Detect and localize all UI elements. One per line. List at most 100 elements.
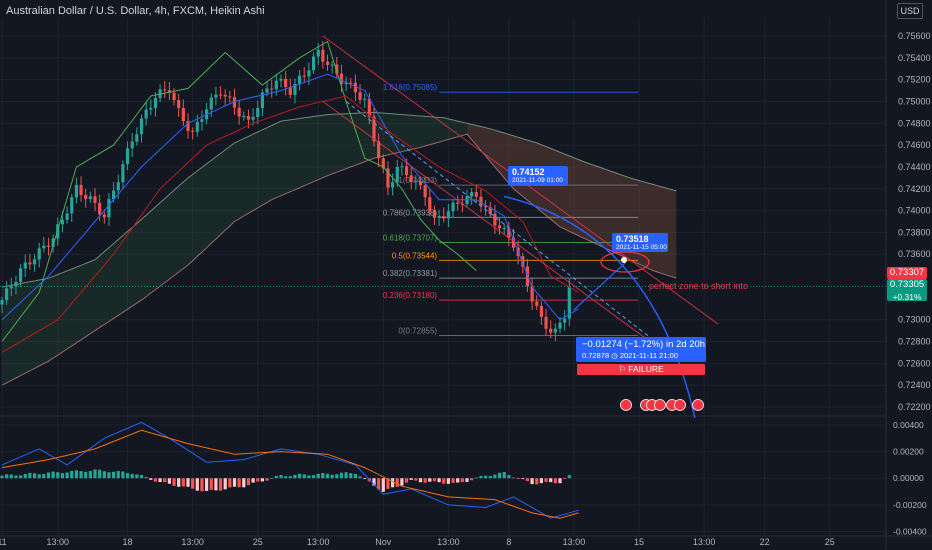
macd-histogram-110 bbox=[511, 477, 516, 479]
macd-histogram-104 bbox=[484, 475, 488, 479]
short-zone-circle bbox=[600, 251, 650, 273]
candle-22 bbox=[102, 214, 106, 218]
candle-89 bbox=[414, 181, 418, 183]
candle-30 bbox=[139, 118, 144, 135]
high-price: 0.74152 bbox=[512, 167, 545, 177]
candle-14 bbox=[65, 213, 69, 220]
macd-histogram-92 bbox=[428, 478, 432, 482]
candle-5 bbox=[23, 262, 27, 269]
candle-24 bbox=[112, 190, 116, 200]
macd-histogram-89 bbox=[414, 478, 418, 481]
candle-0 bbox=[0, 300, 4, 305]
macd-histogram-75 bbox=[349, 473, 353, 479]
candle-17 bbox=[79, 184, 83, 195]
candle-81 bbox=[377, 141, 381, 159]
candle-120 bbox=[558, 322, 562, 329]
macd-histogram-30 bbox=[139, 474, 144, 479]
candle-57 bbox=[265, 88, 269, 93]
macd-histogram-0 bbox=[0, 475, 4, 479]
price-tag-current: 0.73305 +0.31% bbox=[887, 279, 927, 302]
candle-51 bbox=[237, 107, 241, 117]
macd-histogram-43 bbox=[200, 478, 204, 492]
candle-28 bbox=[130, 141, 134, 149]
candle-53 bbox=[246, 116, 251, 120]
candle-71 bbox=[330, 64, 334, 66]
candle-72 bbox=[335, 64, 339, 74]
time-tick-4: 25 bbox=[253, 537, 263, 547]
macd-tick-2: 0.00000 bbox=[893, 473, 924, 483]
candle-54 bbox=[251, 116, 255, 120]
macd-histogram-38 bbox=[177, 478, 181, 487]
macd-histogram-102 bbox=[474, 477, 478, 479]
macd-histogram-34 bbox=[158, 478, 162, 483]
candle-1 bbox=[5, 288, 9, 301]
candle-77 bbox=[358, 92, 362, 100]
candle-45 bbox=[209, 97, 213, 110]
macd-histogram-25 bbox=[116, 470, 120, 479]
macd-histogram-68 bbox=[316, 473, 320, 479]
macd-histogram-54 bbox=[251, 478, 255, 483]
macd-histogram-58 bbox=[270, 478, 274, 480]
macd-histogram-14 bbox=[65, 472, 69, 479]
macd-histogram-10 bbox=[46, 472, 51, 479]
candle-36 bbox=[167, 90, 171, 93]
candle-25 bbox=[116, 182, 120, 191]
macd-histogram-95 bbox=[442, 478, 446, 484]
macd-histogram-15 bbox=[70, 470, 74, 479]
measure-box[interactable]: −0.01274 (−1.72%) in 2d 20h 0.72878 ◷ 20… bbox=[576, 337, 706, 362]
price-tag-last: 0.73307 bbox=[887, 267, 927, 279]
fib-label-3: 0.618(0.73707) bbox=[383, 234, 438, 243]
price-tick-7: 0.74200 bbox=[898, 184, 931, 194]
target-price-label[interactable]: 0.73518 2021-11-15 05:00 bbox=[612, 233, 668, 252]
high-price-label[interactable]: 0.74152 2021-11-09 01:00 bbox=[508, 166, 568, 186]
price-tick-9: 0.73800 bbox=[898, 227, 931, 237]
macd-histogram-9 bbox=[42, 473, 46, 479]
candle-47 bbox=[218, 94, 223, 96]
macd-histogram-64 bbox=[298, 473, 302, 479]
candle-90 bbox=[418, 181, 423, 186]
candle-97 bbox=[451, 202, 455, 212]
candle-68 bbox=[316, 49, 320, 57]
macd-histogram-48 bbox=[223, 478, 227, 490]
macd-histogram-44 bbox=[205, 478, 209, 491]
macd-histogram-7 bbox=[32, 473, 37, 479]
macd-histogram-11 bbox=[51, 471, 55, 479]
time-tick-12: 22 bbox=[760, 537, 770, 547]
macd-histogram-60 bbox=[279, 475, 283, 479]
macd-histogram-105 bbox=[488, 475, 492, 479]
currency-badge[interactable]: USD bbox=[897, 3, 923, 19]
macd-histogram-83 bbox=[386, 478, 390, 489]
candle-31 bbox=[144, 109, 148, 119]
macd-histogram-74 bbox=[344, 472, 348, 479]
event-flag-3 bbox=[654, 399, 666, 411]
candle-11 bbox=[51, 238, 55, 247]
candle-26 bbox=[121, 164, 125, 183]
price-tick-0: 0.75600 bbox=[898, 31, 931, 41]
macd-histogram-28 bbox=[130, 473, 134, 479]
time-tick-1: 13:00 bbox=[47, 537, 70, 547]
candle-64 bbox=[298, 75, 302, 84]
macd-histogram-99 bbox=[460, 478, 464, 483]
macd-histogram-91 bbox=[423, 478, 427, 483]
target-time: 2021-11-15 05:00 bbox=[616, 244, 667, 251]
candle-105 bbox=[488, 207, 492, 214]
macd-histogram-85 bbox=[395, 478, 399, 487]
macd-histogram-6 bbox=[28, 472, 32, 479]
candle-92 bbox=[428, 197, 432, 211]
macd-tick-0: 0.00400 bbox=[893, 420, 924, 430]
candle-114 bbox=[530, 286, 534, 302]
macd-histogram-113 bbox=[525, 478, 530, 482]
candle-20 bbox=[93, 196, 97, 203]
macd-histogram-121 bbox=[563, 478, 567, 480]
fib-label-1: 1(0.74233) bbox=[398, 176, 437, 185]
candle-19 bbox=[88, 196, 92, 200]
macd-histogram-40 bbox=[186, 478, 190, 487]
projection-up bbox=[573, 262, 626, 311]
price-tag-change: +0.31% bbox=[892, 292, 922, 302]
candle-74 bbox=[344, 82, 348, 85]
macd-histogram-12 bbox=[56, 472, 60, 479]
macd-histogram-100 bbox=[465, 478, 469, 482]
event-flag-5 bbox=[674, 399, 686, 411]
candle-80 bbox=[372, 116, 376, 142]
